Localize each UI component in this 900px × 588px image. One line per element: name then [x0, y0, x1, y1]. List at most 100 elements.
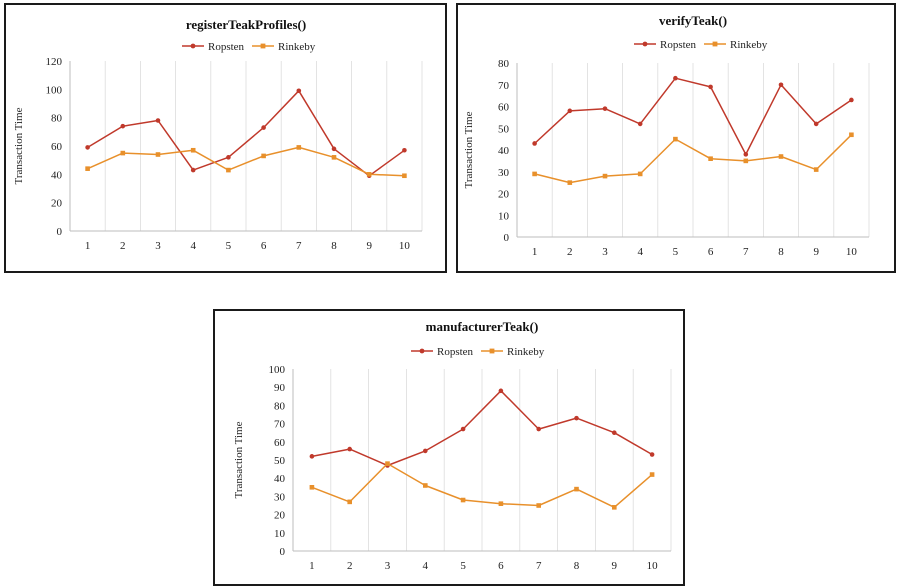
- x-tick-label: 8: [574, 560, 580, 572]
- legend-marker-ropsten: [642, 41, 648, 47]
- data-point-ropsten: [261, 125, 266, 130]
- x-tick-label: 5: [673, 246, 679, 258]
- y-tick-label: 0: [280, 546, 286, 558]
- data-point-ropsten: [532, 141, 537, 146]
- y-tick-label: 80: [51, 113, 63, 125]
- data-point-ropsten: [612, 430, 617, 435]
- y-tick-label: 90: [274, 382, 286, 394]
- legend-marker-ropsten: [419, 348, 425, 354]
- data-point-ropsten: [155, 118, 161, 123]
- x-tick-label: 10: [647, 560, 659, 572]
- data-point-rinkeby: [849, 132, 854, 138]
- series-line-ropsten: [534, 77, 852, 156]
- data-point-rinkeby: [813, 167, 819, 172]
- y-tick-label: 70: [498, 80, 510, 92]
- data-point-ropsten: [574, 415, 579, 421]
- y-tick-label: 50: [274, 455, 286, 467]
- x-tick-label: 8: [778, 246, 784, 258]
- data-point-ropsten: [743, 152, 749, 157]
- legend-label-ropsten: Ropsten: [437, 346, 474, 358]
- y-tick-label: 0: [504, 232, 510, 244]
- x-tick-label: 3: [155, 240, 161, 252]
- x-tick-label: 3: [385, 560, 391, 572]
- data-point-ropsten: [849, 97, 854, 103]
- data-point-ropsten: [402, 147, 407, 153]
- chart-verify-teak: verifyTeak() Ropsten Rinkeby 0 10 20 30 40 50 60 7…: [463, 13, 870, 258]
- x-tick-label: 5: [226, 240, 232, 252]
- x-tick-label: 2: [567, 246, 573, 258]
- y-tick-label: 100: [46, 84, 63, 96]
- legend: Ropsten Rinkeby: [411, 346, 545, 358]
- chart-panel-verify-teak: verifyTeak() Ropsten Rinkeby 0 10 20 30 40 50 60 7…: [456, 3, 896, 273]
- data-point-rinkeby: [190, 147, 196, 153]
- data-point-rinkeby: [385, 461, 390, 466]
- y-tick-label: 30: [498, 167, 510, 179]
- x-tick-label: 8: [331, 240, 337, 252]
- x-tick-label: 4: [637, 246, 643, 258]
- data-point-rinkeby: [567, 180, 573, 185]
- x-tick-label: 9: [366, 240, 372, 252]
- y-tick-label: 10: [274, 528, 286, 540]
- x-tick-label: 6: [261, 240, 267, 252]
- data-point-rinkeby: [85, 166, 90, 171]
- y-tick-label: 80: [274, 400, 286, 412]
- series-line-rinkeby: [534, 134, 852, 184]
- legend-marker-rinkeby: [260, 43, 266, 49]
- data-point-rinkeby: [532, 171, 537, 177]
- data-point-rinkeby: [120, 150, 126, 156]
- chart-panel-manufacturer-teak: manufacturerTeak() Ropsten Rinkeby 0 10 20 30 4…: [213, 309, 685, 586]
- y-axis-label: Transaction Time: [13, 107, 25, 184]
- y-tick-label: 0: [57, 226, 63, 238]
- chart-title: verifyTeak(): [659, 13, 727, 28]
- data-point-rinkeby: [708, 156, 713, 161]
- data-point-rinkeby: [649, 472, 655, 477]
- series-line-ropsten: [87, 90, 405, 177]
- y-tick-label: 20: [274, 510, 286, 522]
- data-point-ropsten: [567, 108, 573, 114]
- data-point-rinkeby: [498, 501, 504, 506]
- data-point-ropsten: [226, 155, 231, 160]
- y-tick-label: 40: [51, 169, 63, 181]
- y-tick-label: 30: [274, 491, 286, 503]
- data-point-rinkeby: [331, 155, 337, 160]
- data-point-rinkeby: [743, 158, 749, 164]
- data-point-rinkeby: [423, 483, 428, 488]
- legend: Ropsten Rinkeby: [182, 41, 316, 53]
- data-point-ropsten: [498, 388, 504, 394]
- x-tick-label: 7: [743, 246, 749, 258]
- y-tick-label: 70: [274, 419, 286, 431]
- y-axis-label: Transaction Time: [233, 421, 245, 498]
- legend-marker-ropsten: [190, 43, 196, 49]
- chart-title: manufacturerTeak(): [426, 319, 539, 334]
- data-point-ropsten: [347, 446, 352, 452]
- x-tick-label: 1: [85, 240, 91, 252]
- x-tick-label: 9: [813, 246, 819, 258]
- x-tick-label: 10: [846, 246, 858, 258]
- x-tick-label: 1: [309, 560, 315, 572]
- x-tick-label: 5: [460, 560, 466, 572]
- chart-register-teak-profiles: registerTeakProfiles() Ropsten Rinkeby 0 20 4…: [13, 17, 423, 252]
- data-point-ropsten: [649, 452, 655, 457]
- data-point-ropsten: [331, 146, 337, 152]
- data-point-rinkeby: [402, 173, 407, 179]
- legend-label-ropsten: Ropsten: [660, 39, 697, 51]
- legend-label-ropsten: Ropsten: [208, 41, 245, 53]
- y-tick-label: 100: [269, 364, 286, 376]
- data-point-ropsten: [309, 454, 315, 459]
- series-line-ropsten: [311, 390, 653, 467]
- data-point-rinkeby: [602, 173, 608, 179]
- data-point-ropsten: [460, 426, 466, 432]
- legend: Ropsten Rinkeby: [634, 39, 768, 51]
- data-point-ropsten: [637, 121, 643, 127]
- data-point-rinkeby: [309, 485, 315, 490]
- data-point-rinkeby: [612, 505, 617, 510]
- data-point-rinkeby: [778, 154, 784, 159]
- legend-marker-rinkeby: [712, 41, 718, 47]
- chart-panel-register-teak-profiles: registerTeakProfiles() Ropsten Rinkeby 0 20 4…: [4, 3, 447, 273]
- x-tick-label: 4: [423, 560, 429, 572]
- series-line-rinkeby: [87, 146, 405, 177]
- x-tick-label: 10: [399, 240, 411, 252]
- data-point-ropsten: [602, 106, 608, 111]
- x-tick-label: 6: [708, 246, 714, 258]
- data-point-rinkeby: [347, 499, 352, 505]
